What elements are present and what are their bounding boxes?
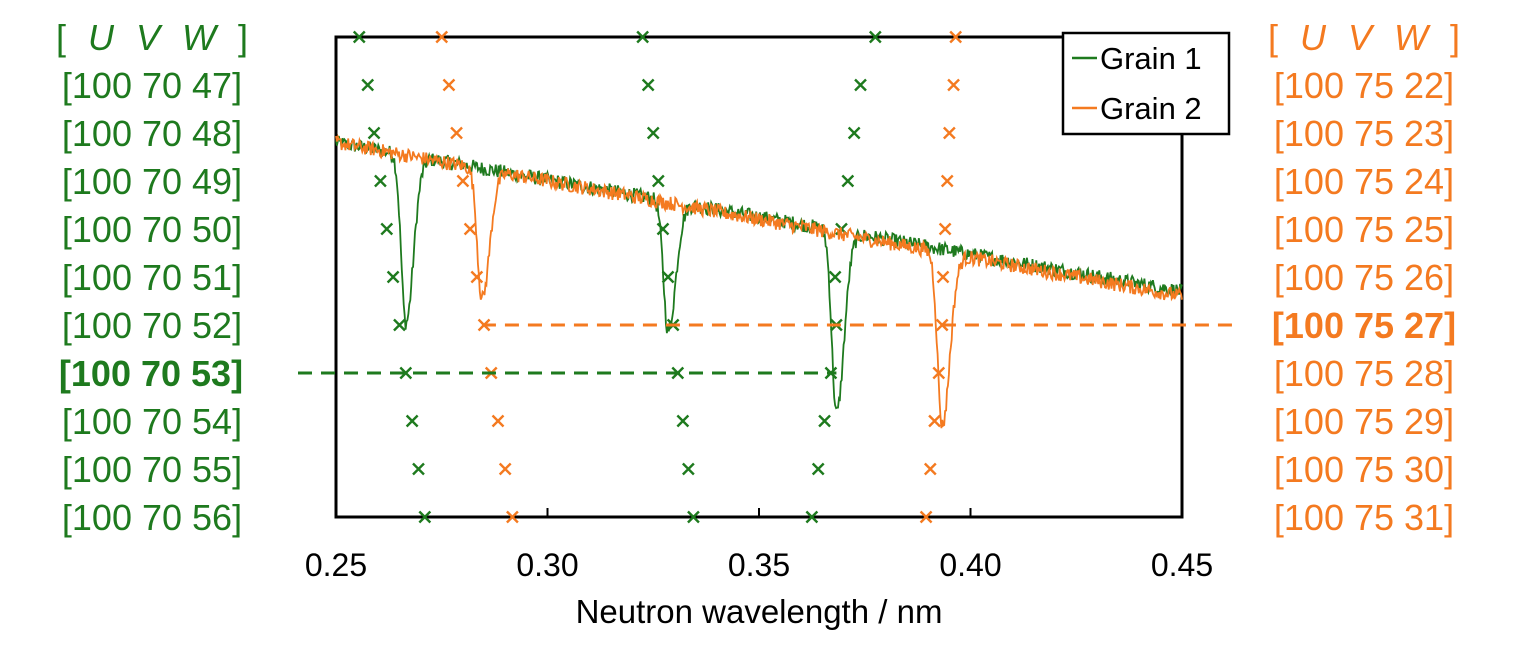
reflection-marker <box>367 126 381 140</box>
reflection-marker <box>506 510 519 524</box>
right-row-label: [100 75 25] <box>1274 209 1454 250</box>
left-row-label: [100 70 47] <box>62 65 242 106</box>
x-axis-label: Neutron wavelength / nm <box>576 593 943 630</box>
legend: Grain 1 Grain 2 <box>1061 31 1231 136</box>
reflection-marker <box>498 462 512 476</box>
right-header-uvw: [U V W] <box>1268 17 1460 58</box>
reflection-marker <box>470 270 484 284</box>
right-row-label: [100 75 30] <box>1274 449 1454 490</box>
legend-box <box>1061 31 1231 136</box>
reflection-marker <box>651 174 665 188</box>
legend-label-grain-1: Grain 1 <box>1100 41 1202 76</box>
right-row-label: [100 75 27] <box>1272 305 1456 346</box>
legend-label-grain-2: Grain 2 <box>1100 91 1202 126</box>
reflection-marker <box>380 222 394 236</box>
left-header-uvw: [U V W] <box>56 17 248 58</box>
x-tick-label: 0.30 <box>516 547 578 583</box>
reflection-marker <box>393 318 406 332</box>
x-tick-label: 0.45 <box>1151 547 1213 583</box>
reflection-marker <box>828 270 842 284</box>
reflection-marker <box>656 222 670 236</box>
reflection-marker <box>442 78 456 92</box>
curve-layer <box>335 133 1183 429</box>
series-line-grain-1 <box>335 135 1183 410</box>
reflection-marker <box>943 126 956 140</box>
reflection-marker <box>352 30 366 44</box>
reflection-marker <box>847 126 861 140</box>
left-row-label: [100 70 55] <box>62 449 242 490</box>
row-label-layer: [U V W] [U V W] [100 70 47] [100 70 48] [100 70 … <box>56 17 1460 538</box>
left-row-label: [100 70 54] <box>62 401 242 442</box>
left-row-label: [100 70 51] <box>62 257 242 298</box>
left-row-label: [100 70 48] <box>62 113 242 154</box>
x-tick-label: 0.35 <box>728 547 790 583</box>
reflection-marker <box>491 414 505 428</box>
reflection-marker <box>386 270 400 284</box>
reflection-marker <box>418 510 432 524</box>
reflection-marker <box>450 126 463 140</box>
reflection-marker <box>841 174 855 188</box>
right-row-label: [100 75 28] <box>1274 353 1454 394</box>
reflection-marker <box>374 174 387 188</box>
reflection-marker <box>682 462 695 476</box>
reflection-marker <box>936 270 950 284</box>
left-row-label: [100 70 53] <box>59 353 243 394</box>
reflection-marker <box>818 414 831 428</box>
callout-layer <box>298 323 1234 375</box>
right-row-label: [100 75 26] <box>1274 257 1454 298</box>
left-row-label: [100 70 49] <box>62 161 242 202</box>
reflection-marker <box>854 78 867 92</box>
reflection-marker <box>949 30 963 44</box>
reflection-marker <box>923 462 937 476</box>
x-axis-ticks: 0.25 0.30 0.35 0.40 0.45 <box>305 508 1213 583</box>
reflection-marker <box>456 174 470 188</box>
right-row-label: [100 75 23] <box>1274 113 1454 154</box>
series-line-grain-2 <box>335 133 1183 429</box>
reflection-marker <box>435 30 449 44</box>
reflection-marker <box>928 414 941 428</box>
reflection-marker <box>641 78 655 92</box>
x-tick-label: 0.25 <box>305 547 367 583</box>
reflection-marker <box>938 222 952 236</box>
reflection-marker <box>947 78 960 92</box>
left-row-label: [100 70 56] <box>62 497 242 538</box>
left-row-label: [100 70 50] <box>62 209 242 250</box>
reflection-marker <box>646 126 660 140</box>
reflection-marker <box>361 78 375 92</box>
marker-layer <box>352 30 963 524</box>
reflection-marker <box>399 366 413 380</box>
reflection-marker <box>661 270 675 284</box>
reflection-marker <box>919 510 933 524</box>
reflection-marker <box>412 462 425 476</box>
right-row-label: [100 75 31] <box>1274 497 1454 538</box>
reflection-marker <box>805 510 819 524</box>
reflection-marker <box>676 414 690 428</box>
reflection-marker <box>463 222 477 236</box>
reflection-marker <box>687 510 700 524</box>
right-row-label: [100 75 22] <box>1274 65 1454 106</box>
right-row-label: [100 75 24] <box>1274 161 1454 202</box>
reflection-marker <box>868 30 882 44</box>
reflection-marker <box>940 174 954 188</box>
reflection-marker <box>811 462 825 476</box>
left-row-label: [100 70 52] <box>62 305 242 346</box>
reflection-marker <box>636 30 650 44</box>
x-tick-label: 0.40 <box>939 547 1001 583</box>
reflection-marker <box>405 414 419 428</box>
right-row-label: [100 75 29] <box>1274 401 1454 442</box>
